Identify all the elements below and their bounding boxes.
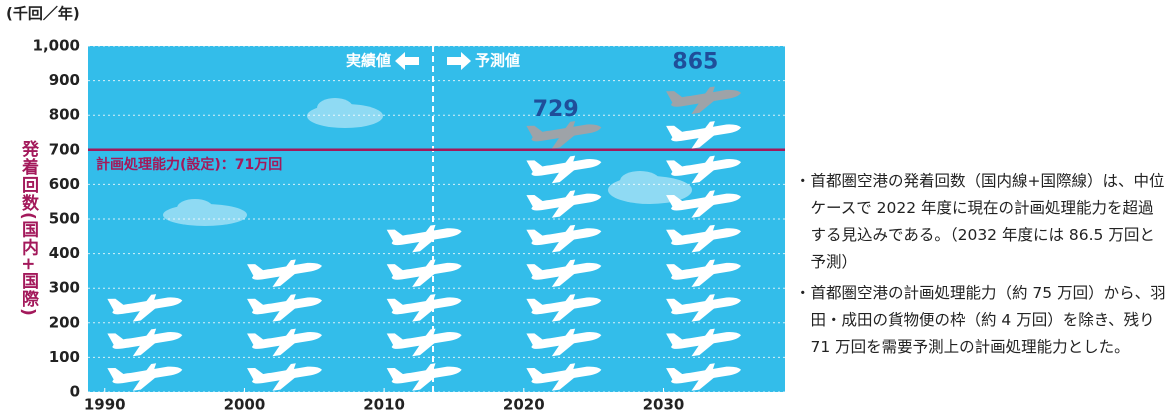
x-tick-label: 2020: [503, 396, 545, 414]
arrow-left: [395, 52, 420, 70]
divider-left-label: 実績値: [346, 52, 391, 70]
y-tick-label: 1,000: [33, 37, 80, 55]
y-tick-label: 500: [49, 210, 80, 228]
y-tick-label: 900: [49, 71, 80, 89]
chart: (千回／年) 0 100 200 300 400 500 600 700 800 900 1,000…: [6, 5, 785, 414]
y-tick-label: 700: [49, 140, 80, 158]
note: ・首都圏空港の発着回数（国内線+国際線）は、中位ケースで 2022 年度に現在の…: [795, 172, 1165, 271]
notes: ・首都圏空港の発着回数（国内線+国際線）は、中位ケースで 2022 年度に現在の…: [795, 168, 1167, 365]
y-tick-label: 300: [49, 279, 80, 297]
value-label: 865: [672, 50, 718, 75]
reference-label: 計画処理能力(設定)：71万回: [96, 156, 282, 173]
y-axis-label: 発着回数(国内+国際): [18, 140, 38, 317]
x-tick-label: 2000: [224, 396, 266, 414]
x-tick-label: 2030: [643, 396, 685, 414]
arrow-right: [447, 52, 472, 70]
y-tick-label: 100: [49, 348, 80, 366]
y-tick-label: 400: [49, 244, 80, 262]
value-label: 729: [533, 97, 579, 122]
x-tick-label: 2010: [363, 396, 405, 414]
y-tick-label: 600: [49, 175, 80, 193]
unit-title: (千回／年): [6, 5, 80, 23]
y-tick-label: 200: [49, 313, 80, 331]
divider-right-label: 予測値: [475, 52, 520, 70]
note: ・首都圏空港の計画処理能力（約 75 万回）から、羽田・成田の貨物便の枠（約 4…: [795, 284, 1166, 356]
y-tick-label: 0: [70, 383, 80, 401]
y-tick-label: 800: [49, 106, 80, 124]
x-tick-label: 1990: [84, 396, 126, 414]
